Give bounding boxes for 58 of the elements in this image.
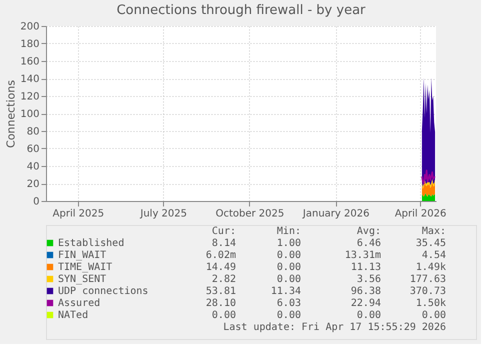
y-tick-label: 80 (26, 126, 40, 138)
legend-label: FIN_WAIT (58, 250, 106, 261)
legend-label: SYN_SENT (58, 274, 106, 285)
text: 8.14 (212, 238, 236, 249)
text: 0.00 (422, 310, 446, 321)
x-tick-label: April 2025 (52, 208, 104, 220)
text: 370.73 (410, 286, 446, 297)
x-tick-label: October 2025 (216, 208, 284, 220)
text: 0.00 (356, 310, 381, 321)
text: 1.00 (276, 238, 301, 249)
text: Max: (422, 226, 446, 237)
y-tick-label: 120 (20, 92, 40, 102)
legend-label: TIME_WAIT (58, 262, 112, 273)
chart-title: Connections through firewall - by year (116, 3, 366, 18)
text: 96.38 (350, 286, 381, 297)
text: 13.31m (344, 250, 381, 261)
text: 35.45 (416, 238, 446, 249)
text: 0.00 (276, 250, 301, 261)
text: 1.50k (416, 298, 446, 309)
text: 53.81 (206, 286, 236, 297)
text: 11.34 (270, 286, 301, 297)
text: 6.02m (206, 250, 236, 261)
text: 6.03 (276, 298, 301, 309)
text: 4.54 (422, 250, 446, 261)
y-tick-label: 20 (26, 179, 40, 190)
text: Min: (276, 226, 301, 237)
y-tick-label: 160 (20, 56, 40, 68)
y-tick-label: 40 (26, 162, 40, 172)
text: Last update: Fri Apr 17 15:55:29 2026 (223, 322, 446, 333)
legend-label: Established (58, 238, 124, 249)
text: 0.00 (276, 274, 301, 285)
text: 11.13 (350, 262, 381, 273)
text: 22.94 (350, 298, 381, 309)
text: 2.82 (212, 274, 236, 285)
y-tick-label: 0 (33, 196, 40, 208)
text: 177.63 (410, 274, 446, 285)
text: 1.49k (416, 262, 446, 273)
x-tick-label: January 2026 (302, 208, 370, 220)
x-tick-label: July 2025 (139, 208, 187, 220)
text: 0.00 (276, 310, 301, 321)
text: 3.56 (356, 274, 381, 285)
text: 14.49 (206, 262, 236, 273)
y-tick-label: 140 (20, 74, 40, 85)
y-tick-label: 60 (26, 144, 40, 155)
text: 28.10 (206, 298, 236, 309)
y-tick-label: 180 (20, 39, 40, 50)
legend-label: UDP connections (58, 286, 148, 297)
legend-label: NATed (58, 310, 88, 321)
y-axis-title: Connections (4, 80, 18, 148)
text: 0.00 (212, 310, 236, 321)
legend-label: Assured (58, 298, 100, 309)
text: 6.46 (356, 238, 381, 249)
y-tick-label: 100 (20, 109, 40, 120)
x-tick-label: April 2026 (394, 208, 446, 220)
text: Cur: (212, 226, 236, 237)
text: Avg: (356, 226, 381, 237)
text: 0.00 (276, 262, 301, 273)
y-tick-label: 200 (20, 22, 40, 32)
